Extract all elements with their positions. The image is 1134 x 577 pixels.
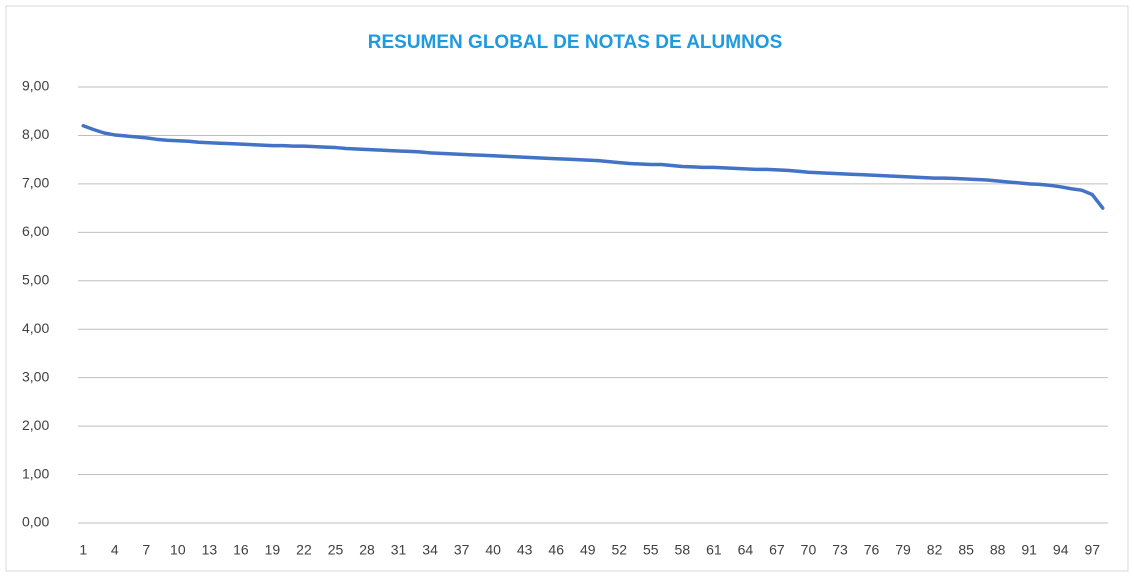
x-tick-label: 1 <box>79 542 87 558</box>
y-tick-label: 9,00 <box>22 78 49 94</box>
y-tick-label: 1,00 <box>22 465 49 481</box>
x-tick-label: 82 <box>927 542 943 558</box>
x-tick-label: 19 <box>265 542 281 558</box>
chart-border <box>5 5 1129 572</box>
y-tick-label: 5,00 <box>22 271 49 287</box>
x-tick-label: 88 <box>990 542 1006 558</box>
x-tick-label: 70 <box>801 542 817 558</box>
x-tick-label: 85 <box>958 542 974 558</box>
x-tick-label: 34 <box>422 542 438 558</box>
x-tick-label: 73 <box>832 542 848 558</box>
y-tick-label: 0,00 <box>22 514 49 530</box>
x-tick-label: 25 <box>328 542 344 558</box>
y-tick-label: 4,00 <box>22 320 49 336</box>
x-tick-label: 40 <box>485 542 501 558</box>
x-tick-label: 43 <box>517 542 533 558</box>
x-tick-label: 22 <box>296 542 312 558</box>
x-tick-label: 91 <box>1021 542 1037 558</box>
y-tick-label: 7,00 <box>22 175 49 191</box>
x-tick-label: 4 <box>111 542 119 558</box>
x-tick-label: 52 <box>611 542 627 558</box>
x-tick-label: 79 <box>895 542 911 558</box>
x-tick-label: 13 <box>202 542 218 558</box>
x-tick-label: 94 <box>1053 542 1069 558</box>
chart-title: RESUMEN GLOBAL DE NOTAS DE ALUMNOS <box>368 32 783 53</box>
x-tick-label: 76 <box>864 542 880 558</box>
y-tick-label: 3,00 <box>22 368 49 384</box>
x-tick-label: 97 <box>1084 542 1100 558</box>
x-tick-label: 37 <box>454 542 470 558</box>
x-tick-label: 55 <box>643 542 659 558</box>
x-tick-label: 16 <box>233 542 249 558</box>
x-tick-label: 61 <box>706 542 722 558</box>
y-tick-label: 8,00 <box>22 126 49 142</box>
x-tick-label: 31 <box>391 542 407 558</box>
x-tick-label: 67 <box>769 542 785 558</box>
y-tick-label: 6,00 <box>22 223 49 239</box>
x-tick-label: 10 <box>170 542 186 558</box>
x-tick-label: 7 <box>142 542 150 558</box>
x-tick-label: 64 <box>738 542 754 558</box>
line-series <box>81 124 1105 210</box>
x-tick-label: 46 <box>548 542 564 558</box>
x-tick-label: 49 <box>580 542 596 558</box>
x-tick-label: 58 <box>675 542 691 558</box>
y-tick-label: 2,00 <box>22 417 49 433</box>
x-tick-label: 28 <box>359 542 375 558</box>
